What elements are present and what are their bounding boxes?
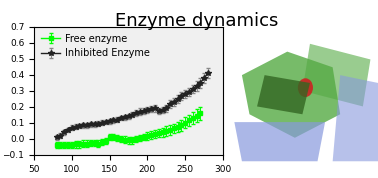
Polygon shape [257,75,310,114]
Ellipse shape [298,78,313,97]
Legend: Free enzyme, Inhibited Enzyme: Free enzyme, Inhibited Enzyme [39,32,152,60]
Polygon shape [234,122,325,161]
Polygon shape [242,52,340,138]
Polygon shape [333,75,378,161]
Text: Enzyme dynamics: Enzyme dynamics [115,12,278,30]
Polygon shape [302,44,370,106]
